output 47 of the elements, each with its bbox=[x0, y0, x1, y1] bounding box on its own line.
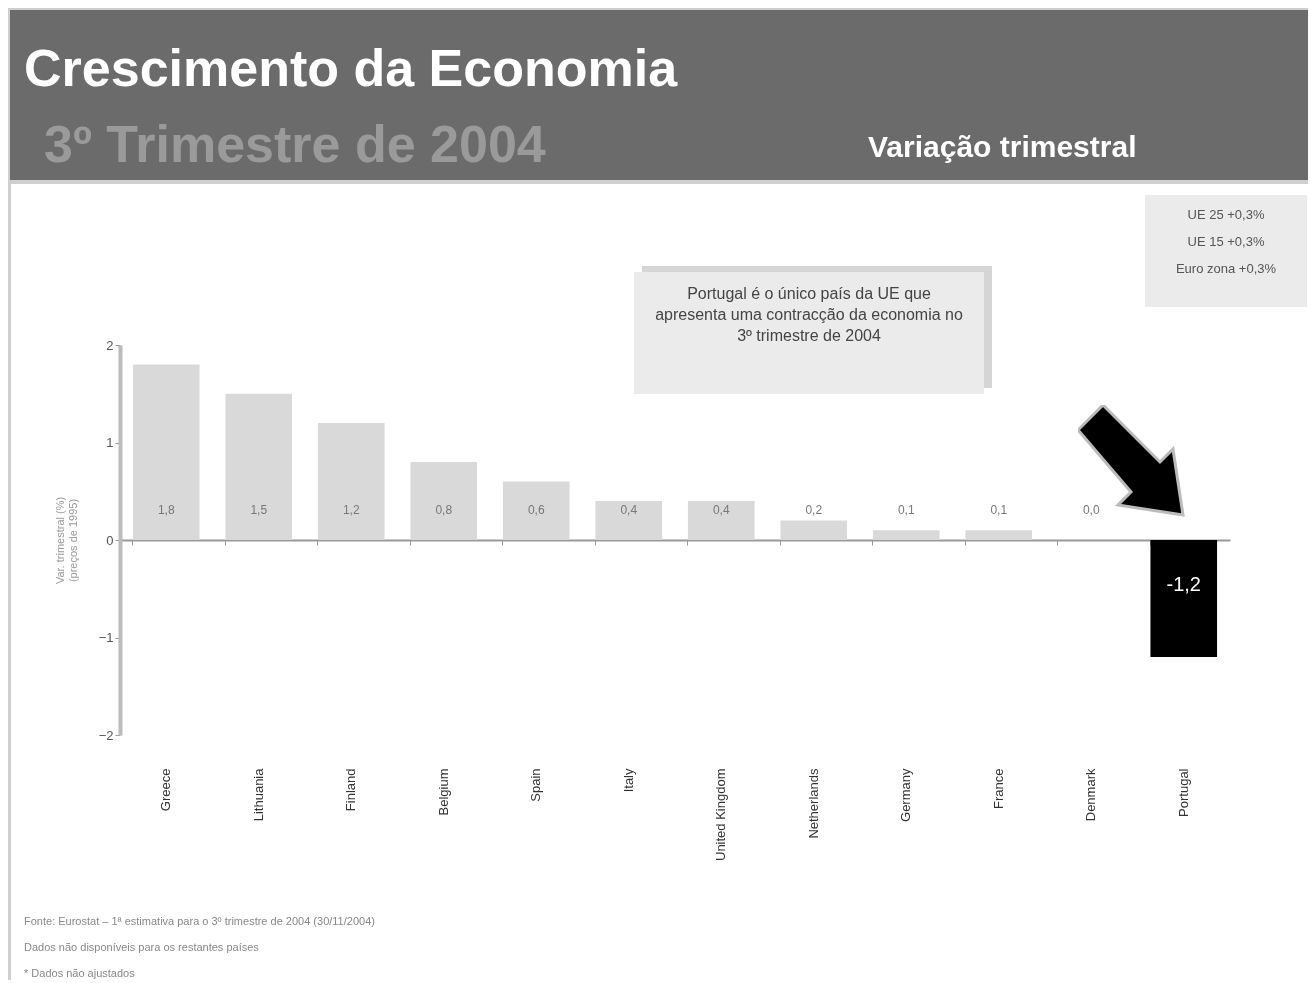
bar bbox=[317, 423, 385, 540]
data-label: 0,4 bbox=[712, 503, 730, 517]
bar bbox=[595, 501, 663, 540]
text: * Dados não ajustados bbox=[24, 966, 136, 981]
x-tick-label: Italy bbox=[620, 768, 636, 793]
y-tick-label: 0 bbox=[106, 532, 114, 548]
bar bbox=[502, 481, 570, 540]
data-label: 1,5 bbox=[250, 503, 268, 517]
y-tick-label: 2 bbox=[106, 337, 114, 353]
data-label: 0,0 bbox=[1082, 503, 1100, 517]
data-label: 0,1 bbox=[990, 503, 1008, 517]
bar bbox=[410, 462, 478, 540]
data-label: 0,4 bbox=[620, 503, 638, 517]
chart-title: Crescimento da Economia bbox=[24, 38, 678, 98]
source-note: Fonte: Eurostat – 1ª estimativa para o 3º trimestre de 2004 (30/11/2004) bbox=[24, 914, 375, 929]
y-tick-label: 1 bbox=[106, 435, 114, 450]
x-tick-label: Lithuania bbox=[250, 767, 266, 822]
data-label: 1,2 bbox=[342, 503, 360, 517]
bar bbox=[872, 530, 940, 540]
bar bbox=[965, 530, 1033, 540]
bar bbox=[1150, 540, 1218, 657]
bar bbox=[132, 364, 200, 540]
data-label: 0,8 bbox=[435, 503, 453, 517]
data-label: -1,2 bbox=[1166, 573, 1201, 595]
summary-box: UE 25 +0,3% UE 15 +0,3% Euro zona +0,3% bbox=[1145, 195, 1307, 307]
bar bbox=[687, 501, 755, 540]
text: Dados não disponíveis para os restantes países bbox=[24, 940, 260, 955]
y-tick-label: −1 bbox=[98, 630, 114, 645]
data-label: 0,6 bbox=[527, 503, 545, 517]
x-tick-label: Finland bbox=[343, 768, 359, 812]
data-label: 0,1 bbox=[897, 503, 915, 517]
data-label: 1,8 bbox=[157, 503, 175, 517]
x-tick-label: Netherlands bbox=[805, 768, 821, 839]
x-tick-label: France bbox=[990, 768, 1006, 809]
x-tick-label: United Kingdom bbox=[713, 768, 729, 861]
y-tick-label: −2 bbox=[98, 727, 114, 743]
y-axis-title: Var. trimestral (%) (preços de 1995) bbox=[53, 496, 79, 585]
x-tick-label: Belgium bbox=[435, 768, 451, 816]
x-tick-label: Spain bbox=[528, 768, 544, 802]
text: Variação trimestral bbox=[868, 130, 1137, 164]
x-tick-label: Denmark bbox=[1083, 768, 1099, 822]
x-tick-label: Germany bbox=[898, 768, 914, 822]
bar bbox=[780, 520, 848, 540]
x-tick-label: Greece bbox=[158, 768, 174, 812]
data-label: 0,2 bbox=[805, 503, 823, 517]
x-tick-label: Portugal bbox=[1175, 768, 1191, 817]
bar bbox=[225, 393, 293, 540]
